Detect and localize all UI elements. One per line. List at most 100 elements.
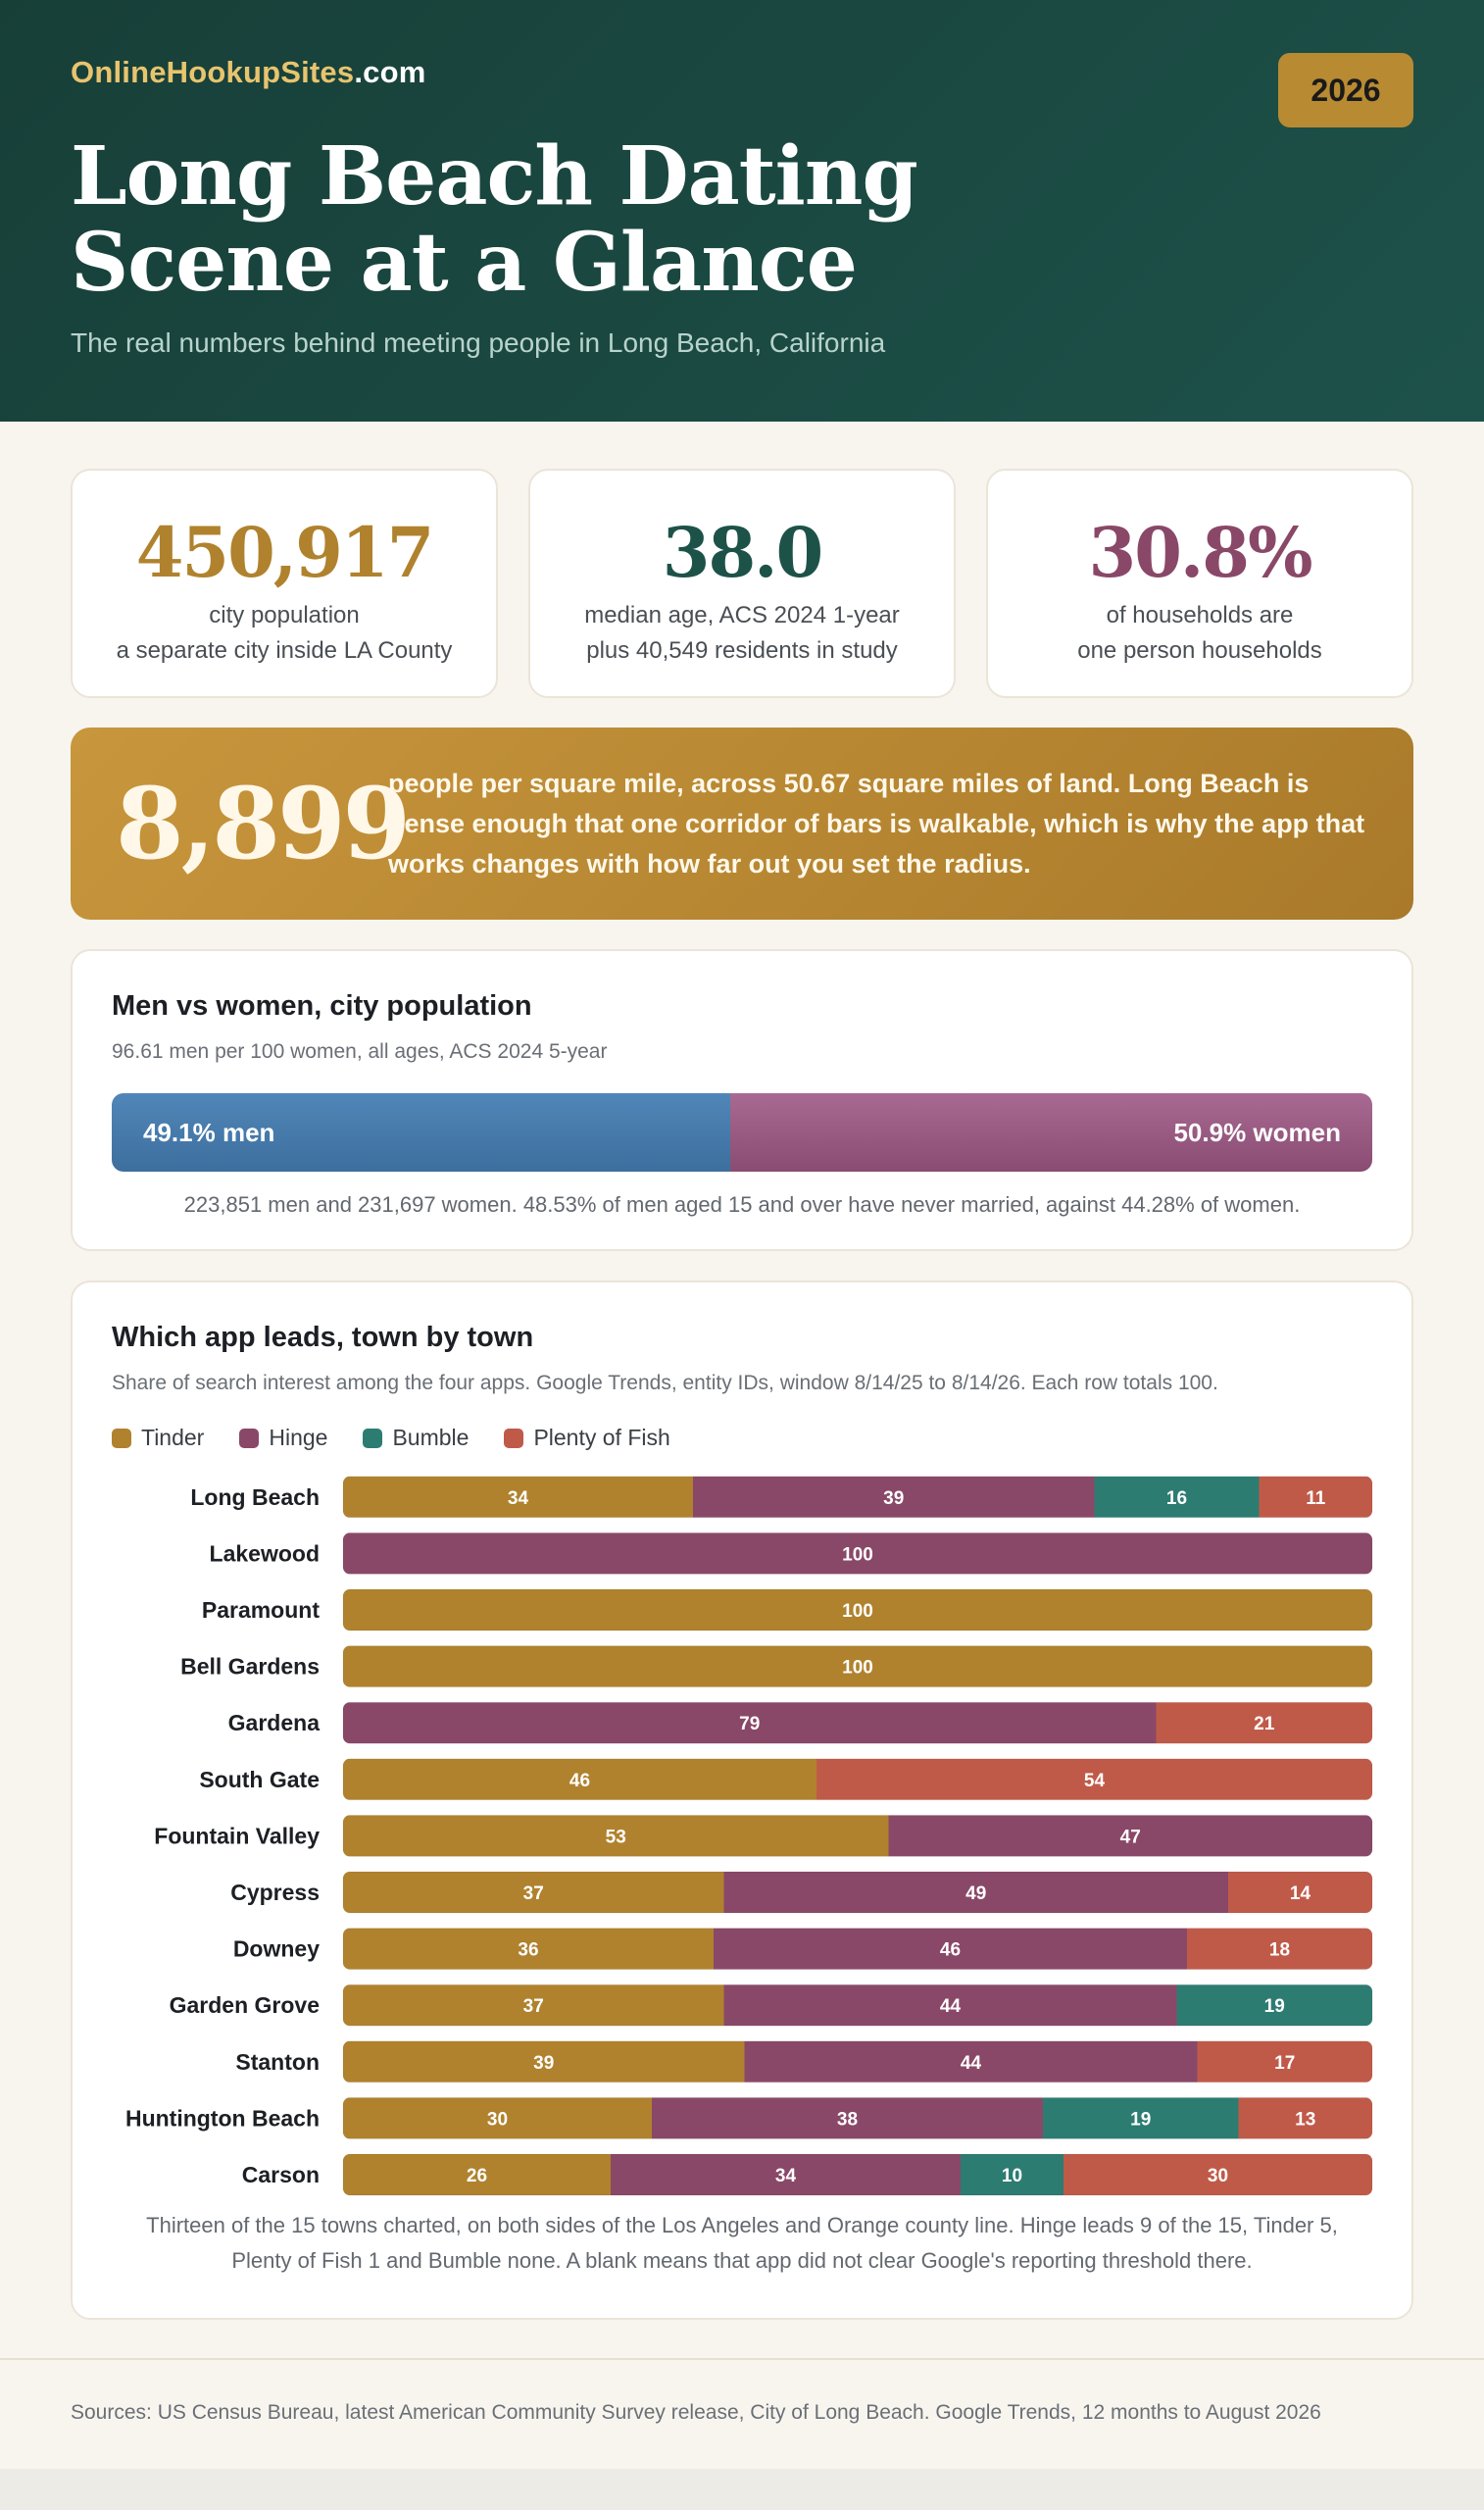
- legend-swatch: [504, 1428, 524, 1448]
- bar-value-label: 44: [940, 1996, 962, 2017]
- bar-value-label: 44: [961, 2053, 982, 2074]
- category-label: Carson: [242, 2162, 320, 2187]
- chart-legend: Tinder Hinge Bumble Plenty of Fish: [112, 1425, 1372, 1451]
- category-label: Lakewood: [210, 1540, 320, 1566]
- bar-segment-tinder: [343, 1984, 724, 2027]
- bar-segment-plenty-of-fish: [1259, 1476, 1372, 1518]
- category-label: South Gate: [199, 1767, 320, 1792]
- bar-segment-tinder: [343, 1928, 714, 1970]
- bar-row: [343, 1758, 1372, 1800]
- gender-card: Men vs women, city population 96.61 men …: [71, 949, 1413, 1251]
- title-line-2: Scene at a Glance: [71, 216, 858, 310]
- bar-segment-plenty-of-fish: [1238, 2097, 1372, 2139]
- bar-row: [343, 1702, 1372, 1744]
- bar-segment-bumble: [1043, 2097, 1239, 2139]
- bar-segment-hinge: [723, 1984, 1177, 2027]
- bar-value-label: 39: [533, 2053, 554, 2074]
- gender-title: Men vs women, city population: [112, 990, 532, 1022]
- bar-row: [343, 1476, 1372, 1518]
- legend-item: Tinder: [112, 1425, 204, 1451]
- legend-label: Tinder: [141, 1425, 205, 1450]
- stat-label-line-1: city population: [209, 602, 360, 628]
- bar-value-label: 37: [523, 1883, 544, 1904]
- header-banner: OnlineHookupSites.com 2026 Long Beach Da…: [0, 0, 1484, 422]
- stat-label: city population a separate city inside L…: [73, 598, 496, 669]
- apps-subtitle: Share of search interest among the four …: [112, 1372, 1218, 1394]
- density-value: 8,899: [116, 766, 411, 881]
- bar-segment-hinge: [744, 2040, 1198, 2083]
- bar-outline: [342, 2153, 1373, 2196]
- stat-label-line-1: median age, ACS 2024 1-year: [584, 602, 900, 628]
- stat-label-line-2: plus 40,549 residents in study: [586, 637, 898, 664]
- bar-value-label: 34: [508, 1488, 529, 1509]
- category-label: Stanton: [235, 2049, 320, 2075]
- bar-segment-hinge: [723, 1872, 1228, 1913]
- bar-segment-tinder: [343, 1758, 816, 1800]
- bar-segment-tinder: [343, 1815, 889, 1857]
- bar-segment-hinge: [693, 1476, 1095, 1518]
- bar-row: [343, 2154, 1372, 2195]
- bar-value-label: 19: [1130, 2109, 1151, 2130]
- stat-card-median-age: 38.0 median age, ACS 2024 1-year plus 40…: [528, 469, 956, 698]
- bar-row: [343, 1589, 1372, 1631]
- bar-segment-hinge: [343, 1532, 1372, 1575]
- legend-item: Plenty of Fish: [504, 1425, 670, 1451]
- bar-value-label: 100: [842, 1601, 873, 1622]
- legend-label: Plenty of Fish: [533, 1425, 670, 1450]
- bar-outline: [342, 1476, 1373, 1519]
- bar-segment-plenty-of-fish: [1228, 1872, 1372, 1913]
- bar-segment-hinge: [652, 2097, 1043, 2139]
- sources-text: Sources: US Census Bureau, latest Americ…: [71, 2401, 1321, 2424]
- bar-segment-tinder: [343, 2154, 611, 2195]
- bar-row: [343, 1815, 1372, 1857]
- bar-row: [343, 2097, 1372, 2139]
- bar-row: [343, 1872, 1372, 1913]
- bar-row: [343, 2040, 1372, 2083]
- bar-segment-tinder: [343, 1645, 1372, 1687]
- page-subtitle: The real numbers behind meeting people i…: [71, 327, 886, 358]
- legend-label: Bumble: [392, 1425, 470, 1450]
- gender-note: 223,851 men and 231,697 women. 48.53% of…: [183, 1192, 1301, 1217]
- stat-label-line-1: of households are: [1106, 602, 1294, 628]
- bar-value-label: 46: [940, 1940, 961, 1961]
- legend-swatch: [363, 1428, 383, 1448]
- bar-segment-bumble: [1094, 1476, 1260, 1518]
- bar-value-label: 18: [1269, 1940, 1290, 1961]
- legend-swatch: [112, 1428, 131, 1448]
- category-label: Huntington Beach: [125, 2105, 320, 2131]
- bar-value-label: 13: [1295, 2109, 1315, 2130]
- bar-value-label: 49: [965, 1883, 986, 1904]
- bar-segment-tinder: [343, 2040, 745, 2083]
- bar-segment-tinder: [343, 1589, 1372, 1631]
- bar-value-label: 30: [487, 2109, 508, 2130]
- page-title: Long Beach Dating Scene at a Glance: [71, 133, 1413, 306]
- bar-outline: [342, 2040, 1373, 2083]
- stacked-bar-chart: Long Beach 34 39 16 11 Lakewood 100 Paramount 10…: [112, 1469, 1374, 2196]
- chart-svg: Long Beach 34 39 16 11 Lakewood 100 Paramount 10…: [125, 1476, 1373, 2196]
- legend-item: Hinge: [239, 1425, 327, 1451]
- bar-value-label: 19: [1264, 1996, 1285, 2017]
- bar-value-label: 10: [1002, 2166, 1022, 2186]
- category-label: Bell Gardens: [180, 1654, 320, 1680]
- bar-segment-hinge: [888, 1815, 1372, 1857]
- stat-card-households: 30.8% of households are one person house…: [986, 469, 1413, 698]
- bar-outline: [342, 1871, 1373, 1914]
- stat-label: median age, ACS 2024 1-year plus 40,549 …: [530, 598, 954, 669]
- bar-outline: [342, 1758, 1373, 1801]
- footer: Sources: US Census Bureau, latest Americ…: [0, 2358, 1484, 2425]
- bar-value-label: 30: [1208, 2166, 1228, 2186]
- category-label: Fountain Valley: [154, 1823, 320, 1848]
- bar-segment-tinder: [343, 2097, 652, 2139]
- bar-value-label: 26: [467, 2166, 487, 2186]
- bar-segment-plenty-of-fish: [1187, 1928, 1372, 1970]
- stat-label-line-2: a separate city inside LA County: [116, 637, 453, 664]
- stat-value: 450,917: [135, 512, 435, 593]
- bar-value-label: 54: [1084, 1771, 1106, 1791]
- bar-segment-tinder: [343, 1872, 724, 1913]
- bar-value-label: 21: [1254, 1714, 1275, 1734]
- category-label: Long Beach: [190, 1484, 320, 1510]
- category-label: Cypress: [230, 1880, 320, 1905]
- bar-value-label: 38: [837, 2109, 858, 2130]
- brand-logo[interactable]: OnlineHookupSites.com: [71, 55, 1413, 90]
